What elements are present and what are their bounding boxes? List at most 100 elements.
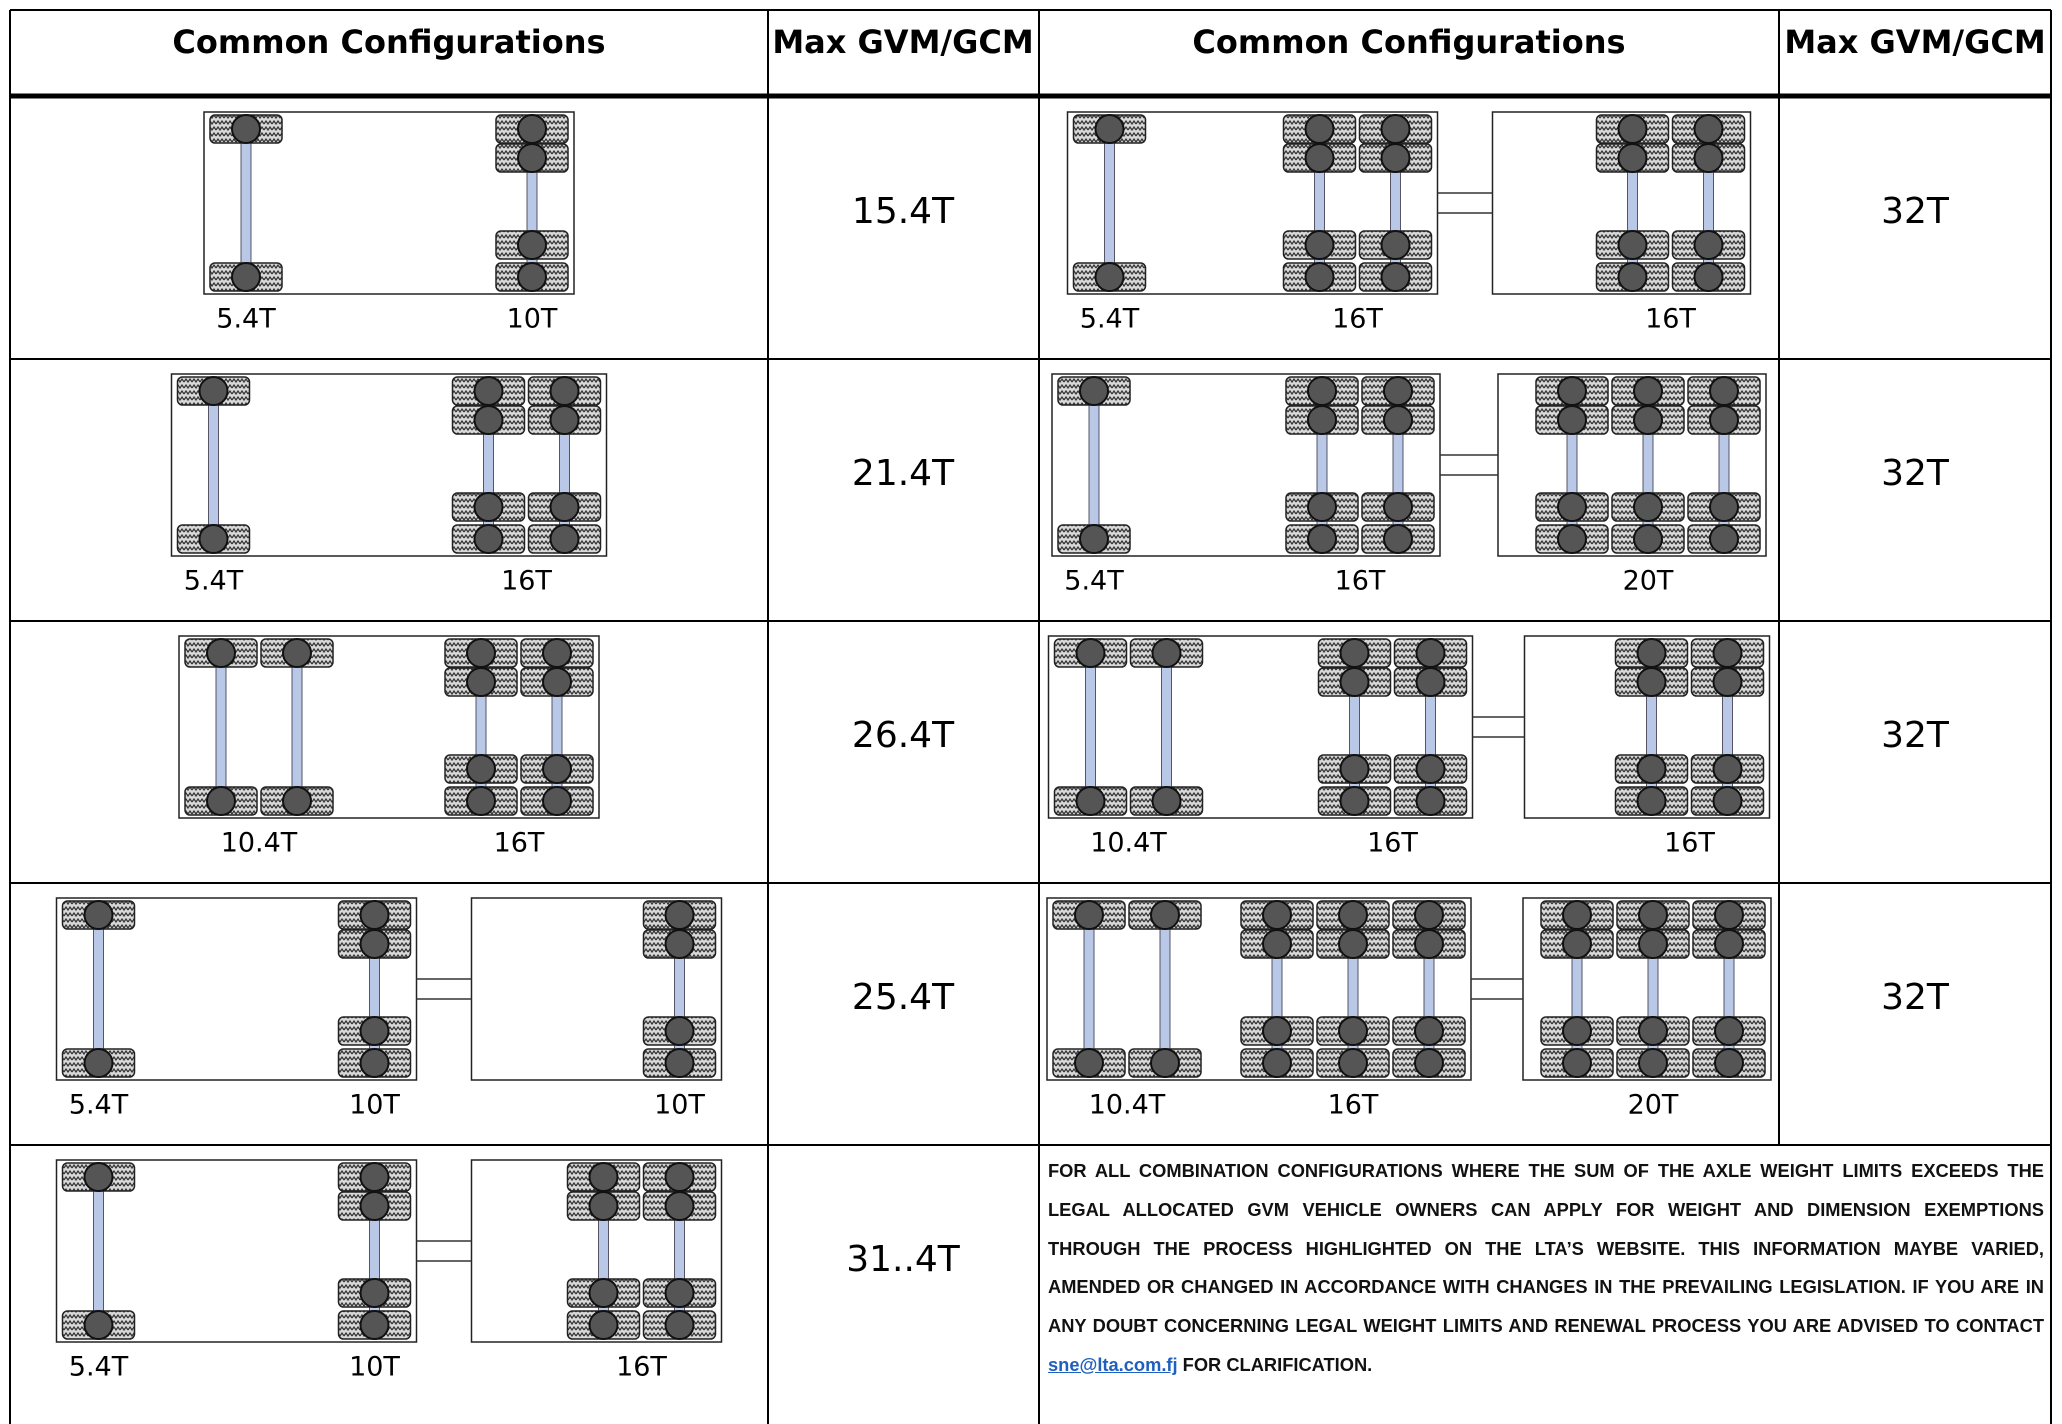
hub <box>1636 754 1667 784</box>
email-link[interactable]: sne@lta.com.fj <box>1048 1353 1178 1375</box>
hub <box>1712 638 1743 668</box>
hub <box>1693 230 1724 260</box>
grid <box>9 9 2052 1424</box>
max-gvm: 15.4T <box>852 191 955 232</box>
axle-bar <box>1159 914 1171 1064</box>
axle-bar <box>1085 652 1096 802</box>
max-gvm: 26.4T <box>852 715 955 756</box>
hub <box>1307 524 1337 554</box>
hub <box>1383 492 1413 522</box>
hub <box>473 376 504 406</box>
hub <box>1075 786 1106 816</box>
max-gvm: 31..4T <box>846 1239 961 1280</box>
hub <box>1338 929 1368 959</box>
axle-weight: 16T <box>1367 828 1418 859</box>
hub <box>1380 230 1411 260</box>
axle-weight: 10.4T <box>221 828 298 859</box>
hub <box>1075 638 1106 668</box>
hub <box>1339 786 1370 816</box>
hub <box>588 1310 619 1340</box>
hub <box>359 1048 390 1078</box>
hub <box>1414 900 1444 930</box>
axle-weight: 16T <box>494 828 545 859</box>
hub <box>1339 667 1370 697</box>
hub <box>198 524 229 554</box>
hub <box>466 786 496 816</box>
hub <box>664 1048 695 1078</box>
hub <box>1617 230 1648 260</box>
hub <box>1380 262 1411 292</box>
hub <box>1307 376 1337 406</box>
hub <box>198 376 229 406</box>
hub <box>1304 114 1335 144</box>
axle-weight: 5.4T <box>69 1352 129 1383</box>
axle-bar <box>1161 652 1172 802</box>
hub <box>1714 1016 1744 1046</box>
axle-weight: 20T <box>1623 566 1674 597</box>
hub <box>1709 405 1739 435</box>
hub <box>1383 376 1413 406</box>
hub <box>517 262 547 292</box>
hub <box>282 638 312 668</box>
hub <box>1415 667 1446 697</box>
note: FOR ALL COMBINATION CONFIGURATIONS WHERE… <box>1048 1152 2044 1385</box>
axle-weight: 5.4T <box>184 566 244 597</box>
hub <box>549 524 580 554</box>
axle-weight: 20T <box>1628 1090 1679 1121</box>
axle-bar <box>1083 914 1095 1064</box>
hub <box>588 1162 619 1192</box>
hub <box>664 1278 695 1308</box>
hub <box>517 230 547 260</box>
hub <box>588 1191 619 1221</box>
hub <box>1304 230 1335 260</box>
hub <box>1712 754 1743 784</box>
hub <box>1633 524 1663 554</box>
hub <box>542 754 572 784</box>
hub <box>1304 262 1335 292</box>
axle-weight: 16T <box>1664 828 1715 859</box>
hub <box>1151 786 1182 816</box>
hub <box>1074 1048 1104 1078</box>
hub <box>206 638 236 668</box>
hub <box>1079 524 1109 554</box>
hub <box>1151 638 1182 668</box>
hub <box>1557 524 1587 554</box>
hub <box>473 405 504 435</box>
max-gvm: 32T <box>1881 453 1950 494</box>
hub <box>1712 667 1743 697</box>
hub <box>1307 492 1337 522</box>
hub <box>1633 376 1663 406</box>
hub <box>549 492 580 522</box>
hub <box>1709 492 1739 522</box>
header-cell: Max GVM/GCM <box>1784 23 2045 61</box>
hub <box>1338 1048 1368 1078</box>
axle-weight: 10.4T <box>1090 828 1167 859</box>
hub <box>359 900 390 930</box>
hub <box>1557 376 1587 406</box>
hub <box>1709 524 1739 554</box>
hub <box>1150 1048 1180 1078</box>
hub <box>1415 754 1446 784</box>
header-cell: Common Configurations <box>1192 23 1625 61</box>
axle-weight: 16T <box>1645 304 1696 335</box>
header-cell: Max GVM/GCM <box>772 23 1033 61</box>
axle-bar <box>1088 390 1100 540</box>
hub <box>1339 754 1370 784</box>
axle-weight: 10T <box>349 1352 400 1383</box>
hub <box>83 1048 114 1078</box>
hub <box>359 1310 390 1340</box>
hub <box>1714 929 1744 959</box>
hub <box>1262 1016 1292 1046</box>
hub <box>517 143 547 173</box>
hub <box>1709 376 1739 406</box>
hub <box>517 114 547 144</box>
hub <box>542 667 572 697</box>
axle-bar <box>93 1176 104 1326</box>
hub <box>1380 114 1411 144</box>
axle-weight: 10T <box>349 1090 400 1121</box>
hub <box>282 786 312 816</box>
hub <box>1562 1016 1592 1046</box>
max-gvm: 21.4T <box>852 453 955 494</box>
